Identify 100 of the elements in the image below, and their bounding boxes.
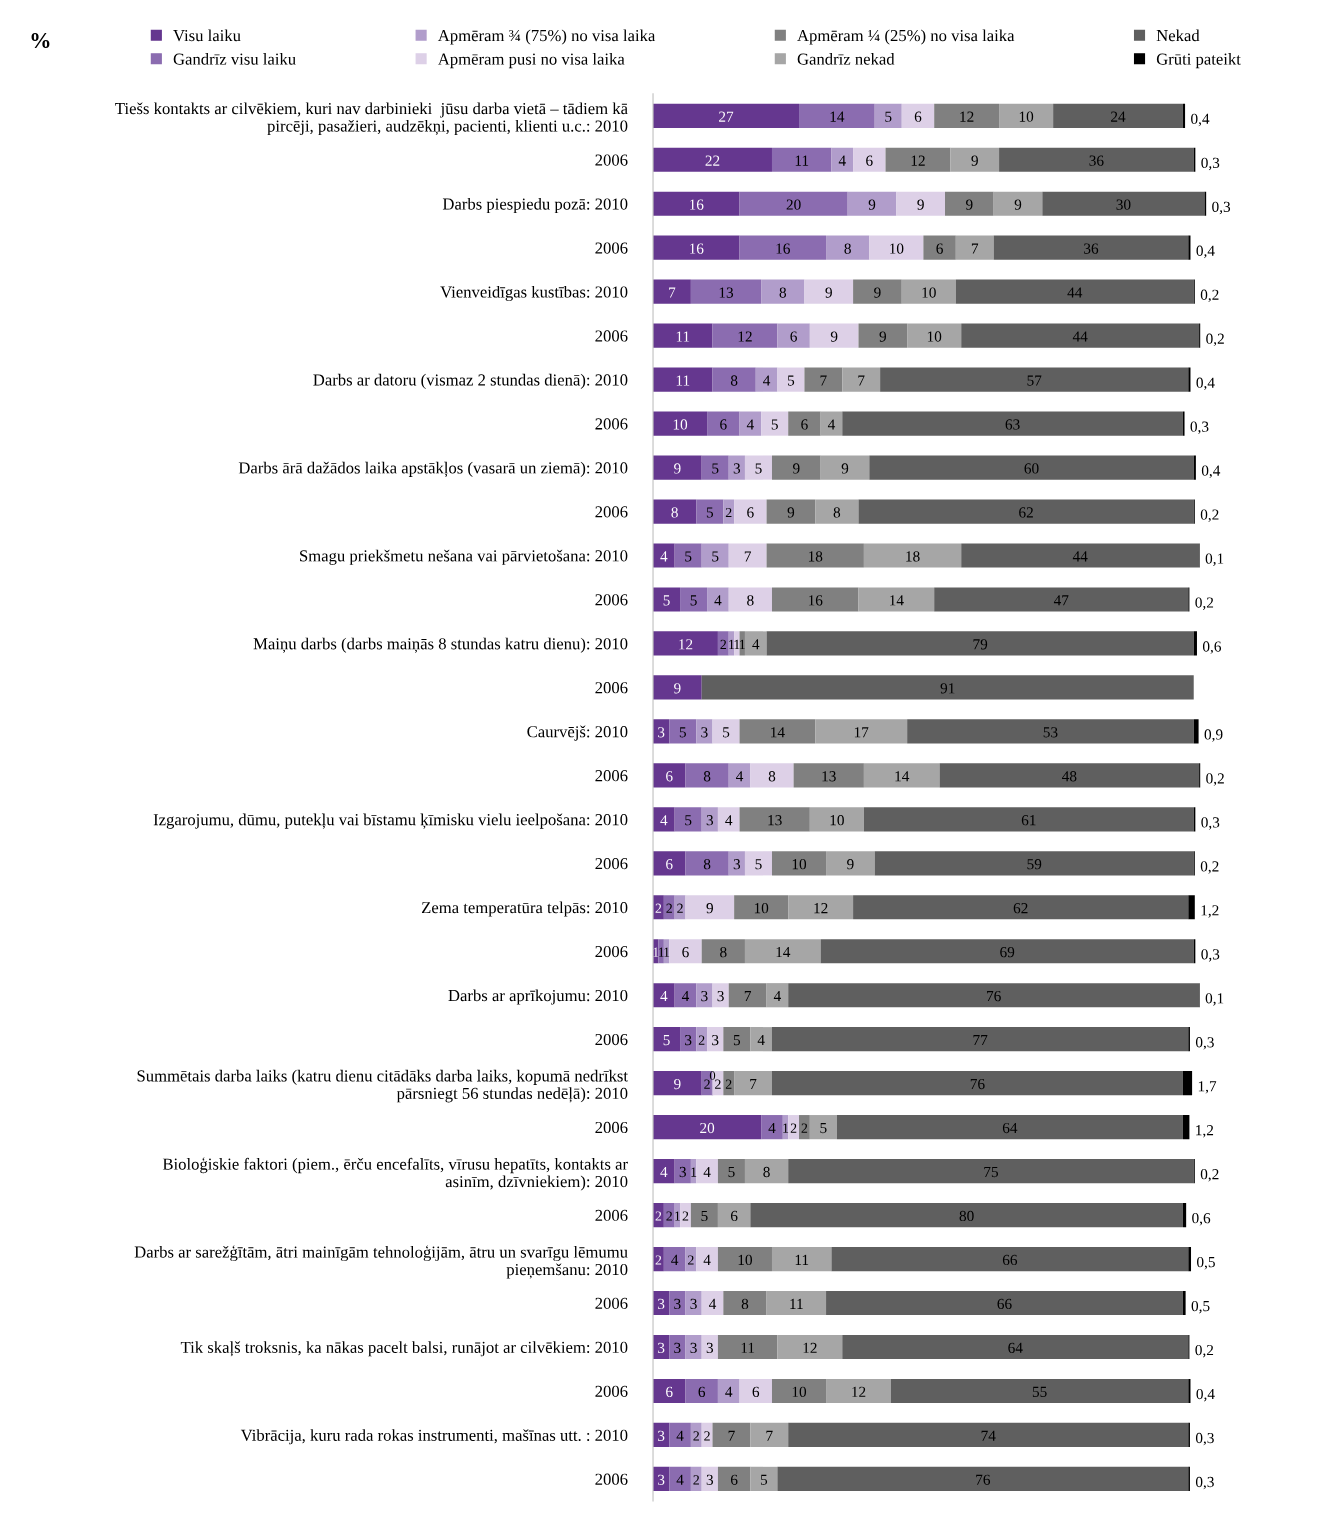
data-label: 0,9: [1204, 729, 1223, 742]
bar: [717, 631, 729, 656]
bar: [653, 763, 686, 788]
data-label: 0,3: [1212, 201, 1231, 215]
legend-label: Apmēram pusi no visa laika: [437, 53, 625, 69]
bar: [788, 983, 1200, 1008]
data-label: 4: [773, 991, 781, 1002]
data-label: 9: [825, 287, 832, 298]
bar: [717, 1334, 778, 1360]
bar: [674, 983, 697, 1008]
bar: [771, 1027, 1189, 1052]
data-label: 6: [666, 1386, 673, 1397]
bar: [734, 499, 767, 524]
data-label: 5: [685, 815, 692, 826]
data-label: 74: [981, 1430, 996, 1441]
bar: [653, 983, 675, 1008]
data-label: 2: [698, 1035, 705, 1045]
data-label: 6: [866, 155, 873, 166]
bar: [826, 235, 870, 260]
bar: [750, 1466, 778, 1491]
data-label: 9: [1014, 199, 1022, 210]
bar: [999, 103, 1054, 128]
data-label: 3: [658, 1342, 665, 1354]
data-label: 44: [1067, 287, 1083, 298]
data-label: 1: [658, 947, 664, 957]
bar: [777, 1466, 1189, 1491]
bar: [653, 1027, 681, 1052]
bar: [1182, 1202, 1187, 1228]
bar: [701, 455, 729, 480]
bar: [788, 1422, 1189, 1448]
data-label: 13: [822, 771, 836, 782]
bar: [712, 367, 756, 392]
bar: [658, 939, 664, 964]
data-label: 6: [801, 419, 808, 430]
data-label: 7: [750, 1079, 757, 1090]
y-tick-label: 2006: [595, 858, 628, 870]
y-tick-label: 2006: [595, 418, 628, 430]
bar: [820, 939, 1194, 964]
data-label: 18: [808, 551, 823, 562]
data-label: 9: [706, 903, 713, 914]
y-tick-label: Bioloģiskie faktori (piem., ērču encefalīts, vīrusu hepatīts, kontakts ar asinīm, dzīvniekiem): 2010: [162, 1157, 628, 1191]
data-label: 3: [674, 1298, 681, 1310]
bar: [1182, 1071, 1193, 1096]
data-label: 8: [833, 507, 841, 518]
data-label: 6: [730, 1474, 738, 1485]
data-label: 7: [744, 991, 752, 1002]
bar: [955, 235, 994, 260]
bar: [955, 279, 1194, 304]
data-label: 2: [655, 1255, 662, 1265]
bar: [653, 1071, 702, 1096]
data-label: 3: [658, 1298, 665, 1310]
bar: [701, 1334, 718, 1360]
data-label: 6: [698, 1386, 706, 1397]
bar: [853, 279, 902, 304]
bar: [744, 631, 767, 656]
data-label: 2: [715, 1079, 721, 1089]
bar: [653, 103, 800, 128]
bar: [728, 763, 751, 788]
data-label: 9: [847, 859, 854, 870]
data-label: 62: [1013, 903, 1028, 914]
data-label: 10: [673, 419, 688, 430]
data-label: 2: [682, 1211, 689, 1221]
bar: [685, 1290, 702, 1316]
bar: [1182, 1290, 1186, 1316]
data-label: 3: [674, 1342, 681, 1354]
data-label: 14: [890, 595, 904, 606]
bar: [1188, 1246, 1192, 1272]
bar: [815, 719, 908, 744]
data-label: 8: [671, 507, 678, 518]
y-tick-label: 2006: [595, 1033, 628, 1046]
data-label: 0,4: [1196, 377, 1215, 391]
bar: [739, 807, 810, 832]
data-label: 3: [717, 990, 724, 1002]
bar: [799, 1115, 810, 1140]
data-label: 14: [895, 771, 910, 782]
bar: [653, 455, 702, 480]
data-label: 2: [790, 1123, 797, 1133]
data-label: 7: [858, 375, 865, 386]
text: %: [31, 32, 50, 48]
bar: [799, 103, 875, 128]
data-label: 4: [752, 639, 760, 650]
data-label: 10: [927, 331, 942, 342]
data-label: 4: [708, 1298, 717, 1309]
data-label: 8: [703, 771, 711, 782]
bar: [771, 587, 859, 612]
bar: [999, 147, 1194, 172]
data-label: 8: [741, 1298, 749, 1310]
y-tick-label: Darbs ar aprīkojumu: 2010: [448, 989, 628, 1005]
bar: [744, 1159, 789, 1184]
data-label: 48: [1062, 771, 1077, 782]
data-label: 4: [676, 1430, 684, 1441]
bar: [896, 191, 946, 216]
bar: [744, 851, 772, 876]
bar: [653, 147, 772, 172]
data-label: 0,4: [1196, 245, 1215, 259]
bar: [717, 1246, 772, 1272]
y-tick-label: 2006: [595, 330, 628, 342]
data-label: 0,4: [1191, 113, 1210, 127]
bar: [653, 279, 691, 304]
bar: [717, 1378, 740, 1404]
